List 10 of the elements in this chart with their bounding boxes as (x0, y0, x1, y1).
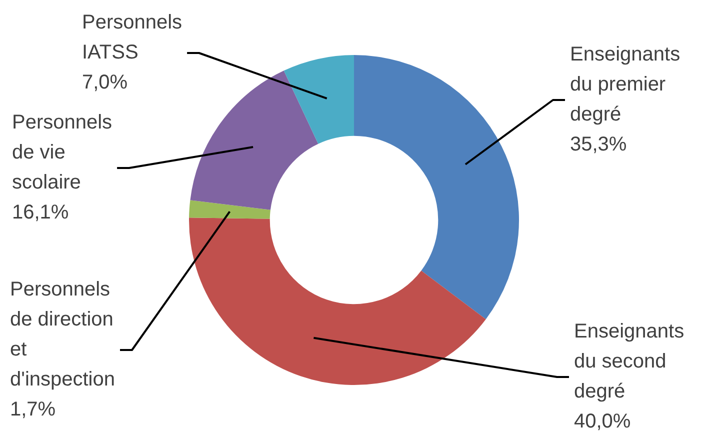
data-label: 16,1% (12, 202, 69, 224)
slice-label: Personnels de vie scolaire (12, 112, 112, 194)
data-label: 1,7% (10, 398, 56, 421)
data-label: 40,0% (574, 410, 631, 433)
slice-label: Personnels IATSS (82, 12, 182, 64)
slice-label: Enseignants du second degré (574, 320, 684, 403)
slice-label: Enseignants du premier degré (570, 44, 680, 126)
data-label: 35,3% (570, 134, 627, 156)
slice-label: Personnels de direction et d'inspection (10, 278, 115, 391)
data-label: 7,0% (82, 72, 128, 94)
